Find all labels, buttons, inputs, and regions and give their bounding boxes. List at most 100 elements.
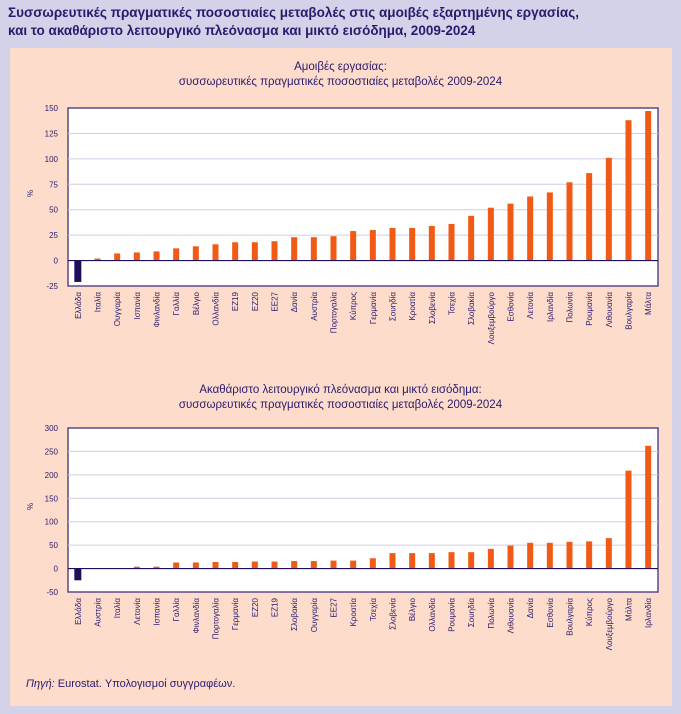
x-tick-label: Ρουμανία	[585, 292, 594, 326]
bar-Λετονία	[527, 196, 534, 261]
x-tick-label: ΕΕ27	[330, 597, 339, 617]
bar-ΕΖ19	[271, 561, 278, 569]
x-tick-label: Σλοβενία	[428, 292, 437, 324]
x-tick-label: Γαλλία	[172, 292, 181, 316]
x-tick-label: Ολλανδία	[212, 292, 221, 326]
x-tick-label: Σλοβενία	[389, 598, 398, 630]
bar-Δανία	[291, 237, 298, 261]
x-tick-label: Λετονία	[526, 292, 535, 319]
plot-area	[67, 427, 659, 593]
x-tick-label: Φινλανδία	[153, 292, 162, 328]
chart1-title-line-1: Αμοιβές εργασίας:	[294, 61, 387, 73]
x-tick-label: Γερμανία	[369, 292, 378, 325]
x-tick-label: Λετονία	[133, 598, 142, 625]
bar-Κροατία	[350, 560, 357, 569]
x-tick-label: ΕΖ19	[231, 291, 240, 311]
x-tick-label: Βέλγιο	[408, 597, 417, 621]
bar-Ισπανία	[153, 566, 160, 569]
x-tick-label: Ιρλανδία	[644, 598, 653, 628]
bar-Ουγγαρία	[310, 561, 317, 569]
figure-title: Συσσωρευτικές πραγματικές ποσοστιαίες με…	[8, 4, 579, 40]
x-tick-label: Λιθουανία	[507, 598, 516, 634]
bar-Ολλανδία	[212, 244, 219, 261]
x-tick-label: Βουλγαρία	[625, 292, 634, 330]
x-tick-label: ΕΖ20	[251, 597, 260, 617]
bar-Σλοβενία	[389, 553, 396, 569]
y-tick-label: 300	[45, 424, 59, 433]
bar-Βουλγαρία	[566, 541, 573, 569]
y-tick-label: -25	[46, 282, 58, 291]
bar-Φινλανδία	[153, 251, 160, 261]
x-tick-label: Σουηδία	[389, 292, 398, 321]
chart2-title-line-1: Ακαθάριστο λειτουργικό πλεόνασμα και μικ…	[199, 384, 482, 396]
bar-Βουλγαρία	[625, 120, 632, 261]
bar-Σουηδία	[389, 228, 396, 261]
x-tick-label: Κύπρος	[349, 292, 358, 320]
x-tick-label: Λουξεμβούργο	[487, 291, 496, 344]
plot-area	[67, 107, 659, 287]
bar-Ουγγαρία	[114, 253, 121, 261]
bar-Εσθονία	[507, 203, 514, 261]
title-line-1: Συσσωρευτικές πραγματικές ποσοστιαίες με…	[8, 5, 579, 20]
bar-Κροατία	[409, 228, 416, 261]
bar-Ελλάδα	[74, 568, 82, 581]
x-tick-label: Λιθουανία	[605, 292, 614, 328]
bar-Σλοβακία	[291, 561, 298, 569]
chart2-title-line-2: συσσωρευτικές πραγματικές ποσοστιαίες με…	[178, 399, 503, 411]
y-tick-label: 25	[49, 231, 58, 240]
y-axis-label: %	[26, 503, 35, 510]
y-tick-label: 100	[45, 518, 59, 527]
x-tick-label: ΕΖ19	[271, 597, 280, 617]
y-tick-label: 0	[54, 565, 59, 574]
bar-Πορτογαλία	[330, 236, 337, 261]
bar-Σλοβακία	[468, 215, 475, 261]
x-tick-label: Κροατία	[408, 292, 417, 321]
bar-Μάλτα	[645, 111, 652, 261]
x-tick-label: Πορτογαλία	[212, 598, 221, 640]
x-tick-label: Κροατία	[349, 598, 358, 627]
x-tick-label: Ουγγαρία	[310, 598, 319, 633]
bar-Σουηδία	[468, 552, 475, 569]
bar-ΕΕ27	[271, 241, 278, 261]
x-tick-label: Πολωνία	[487, 598, 496, 629]
y-tick-label: 150	[45, 104, 59, 113]
x-tick-label: Πορτογαλία	[330, 292, 339, 334]
x-tick-label: Αυστρία	[94, 598, 103, 627]
x-tick-label: Ρουμανία	[448, 598, 457, 632]
y-tick-label: 50	[49, 541, 58, 550]
x-tick-label: Δανία	[526, 598, 535, 619]
x-tick-label: ΕΖ20	[251, 291, 260, 311]
x-tick-label: Ιταλία	[113, 598, 122, 619]
x-tick-label: Κύπρος	[585, 598, 594, 626]
bar-Ισπανία	[133, 252, 140, 261]
x-tick-label: ΕΕ27	[271, 291, 280, 311]
bar-Λιθουανία	[507, 545, 514, 569]
bar-Κύπρος	[586, 541, 593, 569]
y-tick-label: -50	[46, 588, 58, 597]
y-tick-label: 200	[45, 471, 59, 480]
bar-Ελλάδα	[74, 260, 82, 282]
bar-Τσεχία	[369, 558, 376, 569]
chart1-compensation: -25 0 25 50 75 100 125 150% Ελλάδα Ιταλία Ουγγαρία…	[26, 104, 659, 344]
x-tick-label: Ελλάδα	[74, 292, 83, 319]
bar-Ιρλανδία	[645, 445, 652, 569]
bar-Τσεχία	[448, 223, 455, 261]
bar-Ιρλανδία	[546, 192, 553, 261]
x-tick-label: Τσεχία	[369, 598, 378, 621]
bar-Βέλγιο	[192, 246, 199, 261]
y-tick-label: 250	[45, 447, 59, 456]
chart2-title: Ακαθάριστο λειτουργικό πλεόνασμα και μικ…	[0, 383, 681, 413]
x-tick-label: Φινλανδία	[192, 598, 201, 634]
x-tick-label: Ισπανία	[133, 292, 142, 320]
title-line-2: και το ακαθάριστο λειτουργικό πλεόνασμα …	[8, 23, 476, 38]
x-tick-label: Ισπανία	[153, 598, 162, 626]
bar-ΕΖ20	[251, 561, 258, 569]
x-tick-label: Ιταλία	[94, 292, 103, 313]
x-tick-label: Εσθονία	[507, 292, 516, 322]
bar-ΕΖ19	[232, 242, 239, 261]
bar-Πολωνία	[487, 548, 494, 569]
x-tick-label: Βουλγαρία	[566, 598, 575, 636]
bar-Ρουμανία	[586, 173, 593, 261]
x-tick-label: Αυστρία	[310, 292, 319, 321]
x-tick-label: Σλοβακία	[467, 292, 476, 325]
